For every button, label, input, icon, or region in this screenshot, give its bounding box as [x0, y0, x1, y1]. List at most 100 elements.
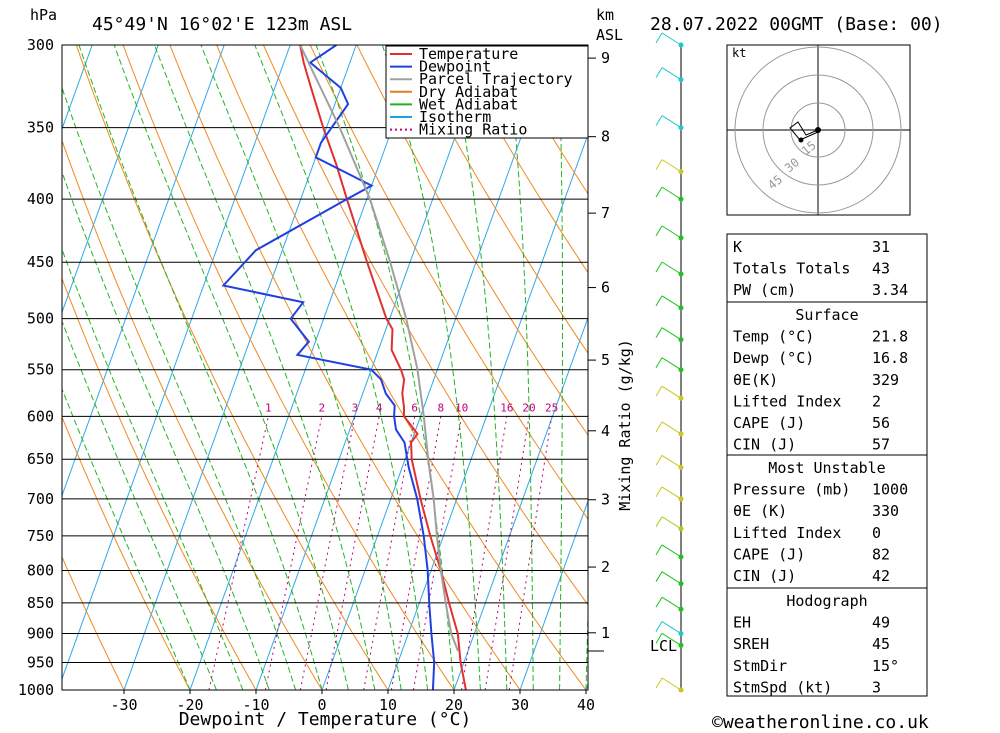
wind-barb-flag — [655, 295, 663, 307]
wind-barb-flag — [655, 571, 663, 582]
temperature-tick-labels: -30 -20 -10 0 10 20 30 40 — [110, 690, 595, 714]
pressure-tick-label: 450 — [27, 253, 54, 271]
pressure-tick-label: 1000 — [18, 681, 54, 699]
table-row-label: StmDir — [733, 657, 787, 675]
temperature-tick-label: -20 — [176, 696, 203, 714]
km-tick-label: 3 — [601, 491, 610, 509]
table-row-label: Totals Totals — [733, 260, 850, 278]
wind-barb-staff — [661, 385, 682, 399]
mixing-ratio-line — [325, 416, 380, 690]
hodograph-ring — [790, 102, 846, 158]
profiles — [221, 45, 467, 690]
pressure-tick-label: 750 — [27, 527, 54, 545]
km-label: km — [596, 6, 614, 24]
hpa-label: hPa — [30, 6, 57, 24]
dry-adiabat-line — [62, 555, 125, 690]
wind-barb-staff — [661, 454, 682, 468]
wind-barb-staff — [661, 357, 682, 371]
mixing-ratio-axis-label: Mixing Ratio (g/kg) — [616, 339, 634, 511]
mixing-ratio-label: 10 — [455, 401, 468, 414]
km-tick-label: 5 — [601, 351, 610, 369]
table-section-title: Most Unstable — [768, 459, 885, 477]
wet-adiabat-line — [315, 45, 455, 690]
wet-adiabat-line — [254, 45, 429, 690]
wind-barb-staff — [661, 421, 682, 435]
legend-label: Isotherm — [419, 108, 491, 126]
wind-barb-staff — [661, 327, 682, 341]
parcel-trajectory-line — [299, 45, 460, 652]
hodograph-origin-dot — [815, 127, 821, 133]
km-tick-label: 8 — [601, 128, 610, 146]
dry-adiabat-line — [919, 45, 1000, 690]
temperature-line — [299, 45, 467, 690]
wind-barb-staff — [661, 115, 682, 129]
wind-barb-staff — [661, 159, 682, 173]
wet-adiabat-line — [557, 45, 563, 690]
wet-adiabat-line — [381, 45, 481, 690]
isotherm-line — [519, 499, 588, 690]
temperature-tick-label: 30 — [511, 696, 529, 714]
wind-barb-flag — [655, 357, 663, 368]
isotherm-line — [62, 45, 291, 681]
stability-table: K 31 Totals Totals 43 PW (cm) 3.34 Surface Temp… — [726, 233, 928, 697]
location-title: 45°49'N 16°02'E 123m ASL — [92, 14, 352, 35]
wind-barb-staff — [661, 32, 682, 46]
datetime-title: 28.07.2022 00GMT (Base: 00) — [650, 14, 943, 35]
dry-adiabat-line — [216, 45, 587, 690]
isotherm-line — [189, 45, 423, 690]
table-hodo-box — [726, 587, 928, 697]
temperature-tick-label: 10 — [379, 696, 397, 714]
table-row-label: Dewp (°C) — [733, 349, 814, 367]
table-row-value: 56 — [872, 414, 890, 432]
wind-barb-staff — [661, 516, 682, 530]
wind-barb-flag — [655, 421, 663, 433]
dry-adiabat-line — [403, 45, 588, 355]
isotherm-line — [453, 316, 588, 690]
wind-barb-staff — [661, 225, 682, 239]
wind-barb-staff — [661, 261, 682, 275]
table-row-value: 43 — [872, 260, 890, 278]
table-row-value: 1000 — [872, 481, 908, 499]
wet-adiabat-line — [506, 45, 534, 690]
wind-barb-flag — [655, 516, 663, 527]
table-row-label: EH — [733, 614, 751, 632]
table-row-value: 21.8 — [872, 328, 908, 346]
wind-barb-staff — [661, 621, 682, 634]
pressure-tick-label: 850 — [27, 594, 54, 612]
plot-frame — [61, 44, 589, 691]
mixing-ratio-line — [363, 416, 416, 690]
isotherm-line — [62, 45, 225, 498]
table-row-value: 45 — [872, 635, 890, 653]
wind-barb-flag — [655, 327, 663, 338]
wind-barb-flag — [655, 261, 663, 273]
wind-barbs — [655, 32, 684, 693]
mixing-ratio-line — [484, 416, 530, 690]
wind-barb-flag — [655, 544, 663, 556]
wet-adiabat-line — [200, 45, 402, 690]
hodograph-storm-dot — [798, 137, 804, 143]
pressure-tick-label: 900 — [27, 625, 54, 643]
wind-barb-flag — [655, 385, 663, 397]
dry-adiabat-line — [122, 45, 455, 690]
km-tick-label: 6 — [601, 279, 610, 297]
mixing-ratio-line — [390, 416, 442, 690]
dry-adiabat-line — [965, 45, 1000, 690]
mixing-ratio-line — [461, 416, 508, 690]
mixing-ratio-line — [264, 416, 323, 690]
wind-barb-flag — [655, 621, 663, 632]
mixing-ratio-label: 20 — [522, 401, 535, 414]
wind-barb-staff — [661, 632, 682, 646]
legend-label: Temperature — [419, 45, 518, 63]
temperature-tick-label: -10 — [242, 696, 269, 714]
table-row-value: 49 — [872, 614, 890, 632]
wet-adiabat-line — [113, 45, 349, 690]
mixing-ratio-line — [299, 416, 356, 690]
table-section-title: Hodograph — [786, 592, 867, 610]
wet-adiabat-line — [78, 45, 323, 690]
table-row-value: 330 — [872, 502, 899, 520]
table-row-label: θE (K) — [733, 502, 787, 520]
wind-barb-flag — [655, 486, 663, 498]
km-tick-label: 1 — [601, 624, 610, 642]
